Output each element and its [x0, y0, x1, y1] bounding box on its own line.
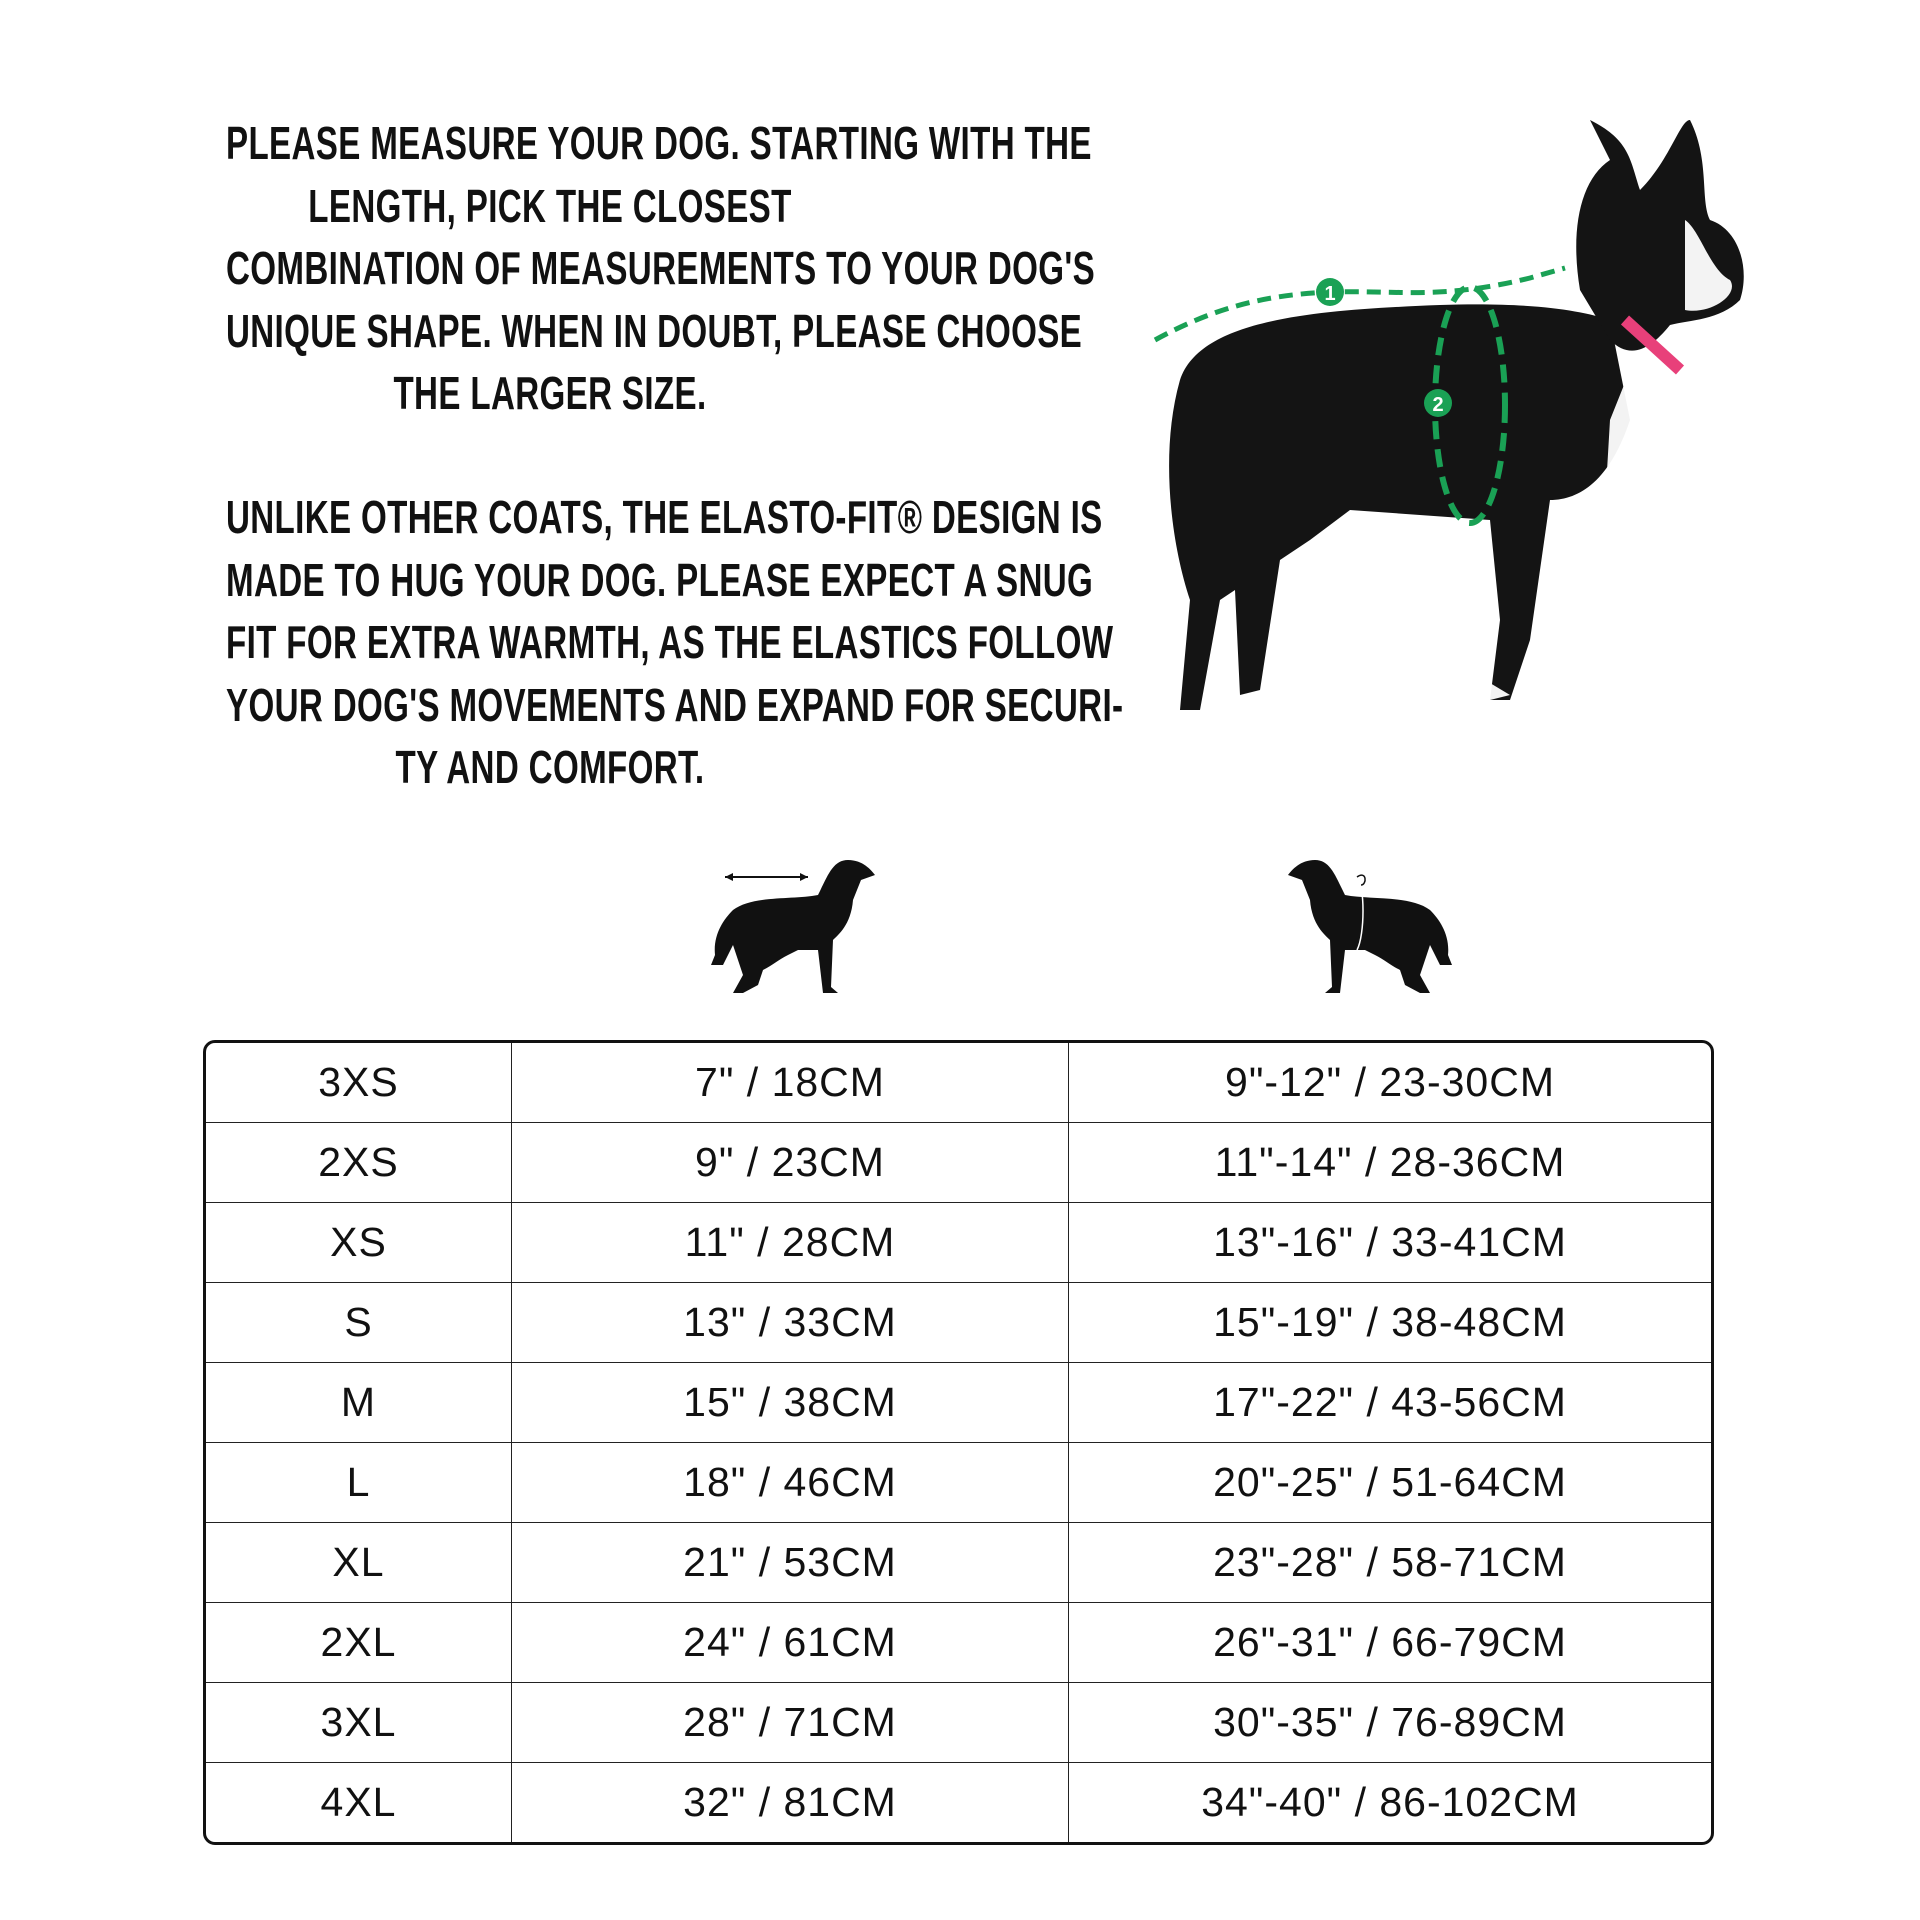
chest-value: 17"-22" / 43-56CM	[1069, 1363, 1711, 1443]
description-line: MADE TO HUG YOUR DOG. PLEASE EXPECT A SN…	[226, 553, 1094, 606]
chest-value: 11"-14" / 28-36CM	[1069, 1123, 1711, 1203]
dog-measurement-photo: 1 2	[1153, 120, 1744, 710]
dog-chest-icon	[1288, 860, 1452, 993]
length-value: 24" / 61CM	[512, 1603, 1069, 1683]
fit-description: UNLIKE OTHER COATS, THE ELASTO-FIT® DESI…	[100, 486, 1124, 799]
length-value: 28" / 71CM	[512, 1683, 1069, 1763]
instruction-line: COMBINATION OF MEASUREMENTS TO YOUR DOG'…	[226, 242, 1096, 294]
size-row: XL 21" / 53CM 23"-28" / 58-71CM	[206, 1523, 1711, 1603]
chest-value: 30"-35" / 76-89CM	[1069, 1683, 1711, 1763]
length-value: 15" / 38CM	[512, 1363, 1069, 1443]
size-row: S 13" / 33CM 15"-19" / 38-48CM	[206, 1283, 1711, 1363]
chest-value: 13"-16" / 33-41CM	[1069, 1203, 1711, 1283]
length-value: 13" / 33CM	[512, 1283, 1069, 1363]
chest-value: 9"-12" / 23-30CM	[1069, 1043, 1711, 1123]
dog-length-icon	[711, 860, 875, 993]
description-line: UNLIKE OTHER COATS, THE ELASTO-FIT® DESI…	[226, 491, 1103, 543]
size-row: M 15" / 38CM 17"-22" / 43-56CM	[206, 1363, 1711, 1443]
length-value: 7" / 18CM	[512, 1043, 1069, 1123]
size-label: L	[206, 1443, 512, 1523]
description-line: YOUR DOG'S MOVEMENTS AND EXPAND FOR SECU…	[226, 678, 1124, 731]
marker-1: 1	[1316, 278, 1344, 306]
chest-value: 20"-25" / 51-64CM	[1069, 1443, 1711, 1523]
instruction-line: THE LARGER SIZE.	[393, 367, 707, 419]
size-label: 3XS	[206, 1043, 512, 1123]
size-label: 3XL	[206, 1683, 512, 1763]
size-label: M	[206, 1363, 512, 1443]
size-label: XS	[206, 1203, 512, 1283]
instruction-line: LENGTH, PICK THE CLOSEST	[308, 179, 792, 232]
description-line: FIT FOR EXTRA WARMTH, AS THE ELASTICS FO…	[226, 616, 1114, 668]
svg-text:1: 1	[1324, 283, 1335, 305]
description-line: TY AND COMFORT.	[395, 741, 705, 793]
size-row: L 18" / 46CM 20"-25" / 51-64CM	[206, 1443, 1711, 1523]
length-value: 32" / 81CM	[512, 1763, 1069, 1842]
chest-value: 26"-31" / 66-79CM	[1069, 1603, 1711, 1683]
size-row: XS 11" / 28CM 13"-16" / 33-41CM	[206, 1203, 1711, 1283]
svg-text:2: 2	[1432, 394, 1443, 416]
chest-value: 15"-19" / 38-48CM	[1069, 1283, 1711, 1363]
size-row: 2XS 9" / 23CM 11"-14" / 28-36CM	[206, 1123, 1711, 1203]
measuring-instructions: PLEASE MEASURE YOUR DOG. STARTING WITH T…	[100, 112, 1096, 425]
size-row: 3XS 7" / 18CM 9"-12" / 23-30CM	[206, 1043, 1711, 1123]
size-label: S	[206, 1283, 512, 1363]
size-label: 2XS	[206, 1123, 512, 1203]
size-chart-table: 3XS 7" / 18CM 9"-12" / 23-30CM 2XS 9" / 23CM…	[203, 1040, 1714, 1845]
length-value: 18" / 46CM	[512, 1443, 1069, 1523]
chest-value: 34"-40" / 86-102CM	[1201, 1779, 1579, 1825]
marker-2: 2	[1424, 389, 1452, 417]
size-row: 4XL 32" / 81CM 34"-40" / 86-102CM	[206, 1763, 1711, 1842]
instruction-line: UNIQUE SHAPE. WHEN IN DOUBT, PLEASE CHOO…	[226, 304, 1083, 357]
size-label: 4XL	[206, 1763, 512, 1842]
length-value: 21" / 53CM	[512, 1523, 1069, 1603]
size-row: 3XL 28" / 71CM 30"-35" / 76-89CM	[206, 1683, 1711, 1763]
length-value: 9" / 23CM	[512, 1123, 1069, 1203]
size-label: 2XL	[206, 1603, 512, 1683]
size-label: XL	[206, 1523, 512, 1603]
instruction-line: PLEASE MEASURE YOUR DOG. STARTING WITH T…	[226, 117, 1092, 169]
size-row: 2XL 24" / 61CM 26"-31" / 66-79CM	[206, 1603, 1711, 1683]
chest-value: 23"-28" / 58-71CM	[1069, 1523, 1711, 1603]
length-value: 11" / 28CM	[512, 1203, 1069, 1283]
